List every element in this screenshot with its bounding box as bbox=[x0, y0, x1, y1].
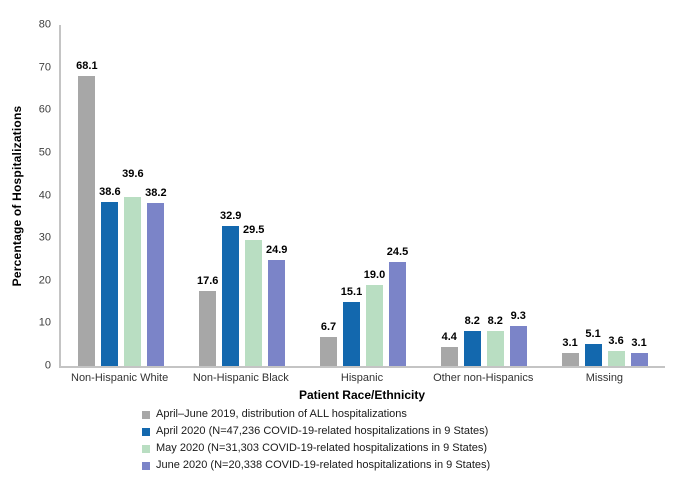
bar: 32.9 bbox=[220, 210, 241, 366]
bar-value-label: 9.3 bbox=[510, 310, 526, 323]
bar: 68.1 bbox=[76, 60, 98, 366]
bar: 24.9 bbox=[266, 244, 287, 366]
bar-value-label: 24.5 bbox=[386, 245, 409, 258]
bar: 9.3 bbox=[509, 311, 527, 366]
bar-value-label: 19.0 bbox=[363, 269, 386, 281]
bar: 4.4 bbox=[440, 332, 458, 366]
legend-color-swatch bbox=[142, 461, 150, 470]
bar-value-label: 32.9 bbox=[219, 209, 242, 222]
bar-group: 3.1 5.1 3.6 3.1 bbox=[544, 25, 665, 366]
x-axis-category-label: Hispanic bbox=[340, 372, 384, 384]
bar-value-label: 39.6 bbox=[122, 168, 144, 181]
y-axis-tick-label: 70 bbox=[38, 61, 51, 74]
bar: 3.1 bbox=[630, 337, 648, 366]
bar: 38.6 bbox=[99, 186, 121, 366]
bar: 3.1 bbox=[561, 337, 579, 366]
legend-color-swatch bbox=[142, 427, 150, 436]
x-axis-title: Patient Race/Ethnicity bbox=[298, 388, 426, 402]
bar-value-label: 38.6 bbox=[99, 185, 121, 198]
bar-value-label: 5.1 bbox=[585, 328, 601, 341]
bar: 15.1 bbox=[341, 286, 362, 366]
bar: 19.0 bbox=[364, 270, 385, 366]
y-axis-tick-label: 50 bbox=[38, 146, 51, 159]
y-axis-tick-label: 10 bbox=[38, 316, 51, 329]
bar: 8.2 bbox=[486, 316, 504, 366]
bar: 6.7 bbox=[319, 322, 337, 366]
legend-label: June 2020 (N=20,338 COVID-19-related hos… bbox=[156, 459, 491, 471]
y-axis-title: Percentage of Hospitalizations bbox=[10, 105, 24, 287]
bar: 5.1 bbox=[584, 329, 602, 366]
bar: 29.5 bbox=[243, 225, 264, 366]
legend: April–June 2019, distribution of ALL hos… bbox=[142, 408, 490, 472]
x-axis-category-label: Non-Hispanic White bbox=[71, 372, 169, 384]
legend-color-swatch bbox=[142, 444, 150, 453]
bar: 38.2 bbox=[145, 188, 167, 366]
bar: 39.6 bbox=[122, 169, 144, 366]
bar-value-label: 3.1 bbox=[562, 336, 578, 349]
y-axis-tick-label: 40 bbox=[38, 189, 51, 201]
bar-value-label: 8.2 bbox=[487, 315, 503, 327]
bar-value-label: 3.6 bbox=[608, 334, 624, 347]
bar-value-label: 17.6 bbox=[196, 275, 219, 287]
y-axis-tick-label: 0 bbox=[44, 359, 51, 372]
bar-value-label: 15.1 bbox=[340, 285, 363, 298]
legend-label: April 2020 (N=47,236 COVID-19-related ho… bbox=[156, 425, 489, 437]
x-axis-category-label: Missing bbox=[585, 372, 624, 384]
legend-item: May 2020 (N=31,303 COVID-19-related hosp… bbox=[142, 442, 490, 455]
bar-group: 17.6 32.9 29.5 24.9 bbox=[182, 25, 303, 366]
y-axis-tick-label: 60 bbox=[38, 103, 51, 116]
bar-value-label: 24.9 bbox=[265, 243, 288, 256]
legend-item: April–June 2019, distribution of ALL hos… bbox=[142, 408, 490, 421]
bar: 17.6 bbox=[197, 276, 218, 366]
bar-value-label: 3.1 bbox=[631, 336, 647, 349]
y-axis-tick-label: 20 bbox=[38, 274, 51, 287]
legend-item: April 2020 (N=47,236 COVID-19-related ho… bbox=[142, 425, 490, 438]
bar-group: 68.1 38.6 39.6 38.2 bbox=[61, 25, 182, 366]
bar-value-label: 38.2 bbox=[145, 187, 167, 200]
legend-label: May 2020 (N=31,303 COVID-19-related hosp… bbox=[156, 442, 488, 454]
x-axis: Non-Hispanic White Non-Hispanic Black Hisp… bbox=[59, 372, 665, 384]
bar-value-label: 4.4 bbox=[441, 331, 457, 344]
legend-color-swatch bbox=[142, 410, 150, 419]
bar-group: 6.7 15.1 19.0 24.5 bbox=[303, 25, 424, 366]
bar-group: 4.4 8.2 8.2 9.3 bbox=[423, 25, 544, 366]
x-axis-category-label: Non-Hispanic Black bbox=[192, 372, 289, 384]
bar: 8.2 bbox=[463, 316, 481, 366]
bar-value-label: 8.2 bbox=[464, 315, 480, 327]
bar-groups: 68.1 38.6 39.6 38.2 17.6 32.9 29.5 24.9 6.7 15.1 1… bbox=[61, 25, 665, 366]
bar: 3.6 bbox=[607, 335, 625, 366]
x-axis-category-label: Other non-Hispanics bbox=[433, 372, 534, 384]
legend-item: June 2020 (N=20,338 COVID-19-related hos… bbox=[142, 459, 490, 472]
plot-area: 0 10 20 30 40 50 60 70 80 68.1 38.6 39.6 38.2 17.6 32… bbox=[39, 19, 665, 371]
bar-value-label: 6.7 bbox=[320, 321, 337, 334]
bar: 24.5 bbox=[387, 246, 408, 366]
y-axis-tick-label: 30 bbox=[38, 231, 51, 244]
legend-label: April–June 2019, distribution of ALL hos… bbox=[156, 408, 407, 420]
bar-value-label: 29.5 bbox=[242, 224, 265, 237]
y-axis-tick-label: 80 bbox=[38, 18, 51, 31]
bar-value-label: 68.1 bbox=[76, 59, 98, 72]
